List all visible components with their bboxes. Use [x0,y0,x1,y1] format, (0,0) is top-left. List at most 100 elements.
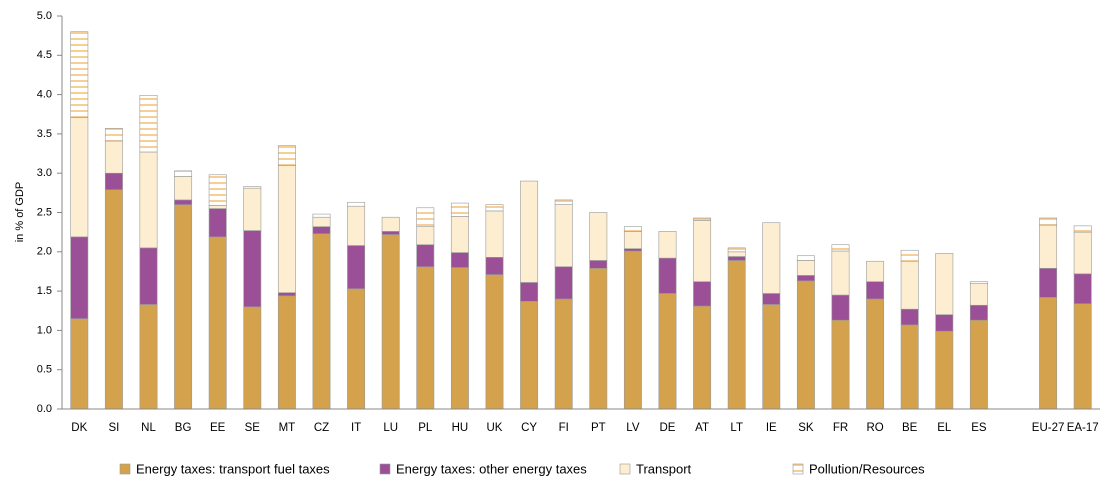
x-tick-label: IT [351,422,361,434]
bar-segment [623,226,642,232]
legend-label: Transport [636,461,692,476]
bar-segment [139,151,158,249]
bar-segment [450,267,469,410]
x-tick-label: EE [210,422,226,434]
bar-segment [589,212,608,261]
x-tick-label: MT [279,422,296,434]
bar-segment [450,216,469,253]
bar-segment [935,253,954,315]
bar-segment [1039,297,1058,410]
legend-label: Energy taxes: transport fuel taxes [136,461,330,476]
bar-segment [727,247,746,253]
bar-segment [485,257,504,275]
y-axis-label: in % of GDP [14,182,26,243]
bar-segment [208,208,227,238]
bar-segment [312,233,331,410]
bar-segment [900,260,919,310]
bar-segment [796,280,815,410]
bar-segment [900,308,919,326]
bar-segment [831,244,850,252]
legend-swatch [619,463,631,475]
y-tick-label: 5.0 [37,10,52,22]
x-tick-label: EU-27 [1032,422,1065,434]
bar-segment [900,324,919,410]
bar-segment [796,275,815,282]
bar-segment [104,189,123,410]
bar-segment [727,256,746,261]
legend-label: Energy taxes: other energy taxes [396,461,587,476]
bar-segment [312,213,331,218]
bar-segment [935,314,954,332]
y-tick-label: 1.5 [37,285,52,297]
x-tick-label: CY [521,422,537,434]
y-tick-label: 0.0 [37,403,52,415]
bar-segment [70,31,89,118]
bar-segment [520,180,539,283]
bar-segment [485,274,504,410]
x-tick-label: BE [902,422,918,434]
bar-segment [416,226,435,246]
bar-segment [1039,217,1058,226]
bar-segment [727,260,746,410]
bar-segment [831,294,850,321]
bar-segment [347,205,366,246]
bar-segment [1073,225,1092,233]
bar-segment [693,217,712,221]
bar-segment [969,319,988,410]
bar-segment [623,248,642,252]
bar-segment [796,260,815,276]
bar-segment [277,145,296,166]
x-tick-label: LV [626,422,640,434]
bar-segment [969,282,988,306]
bar-segment [1073,231,1092,275]
x-tick-label: FI [559,422,569,434]
bar-segment [623,231,642,249]
bar-segment [347,288,366,410]
y-tick-label: 2.5 [37,206,52,218]
bar-segment [139,304,158,410]
legend-swatch [119,463,131,475]
bar-segment [796,255,815,261]
bar-segment [70,236,89,319]
x-tick-label: BG [175,422,192,434]
bar-segment [554,199,573,205]
bar-segment [658,231,677,259]
bar-segment [969,304,988,321]
bar-segment [243,187,262,231]
x-tick-label: UK [487,422,503,434]
bar-segment [416,244,435,268]
bar-segment [831,319,850,410]
bar-segment [277,292,296,297]
y-tick-label: 0.5 [37,364,52,376]
bar-segment [762,293,781,305]
x-tick-label: LU [383,422,398,434]
bar-segment [762,304,781,410]
x-tick-label: AT [695,422,709,434]
y-tick-label: 3.5 [37,128,52,140]
bar-segment [208,205,227,209]
bar-segment [104,140,123,174]
x-tick-label: HU [452,422,469,434]
bar-segment [174,170,193,177]
bar-segment [485,210,504,258]
bar-segment [174,176,193,201]
y-tick-label: 1.0 [37,324,52,336]
x-tick-label: PL [418,422,433,434]
bar-segment [762,222,781,294]
bar-segment [831,250,850,296]
x-tick-label: SK [798,422,814,434]
bar-segment [381,231,400,235]
bar-segment [174,204,193,410]
bar-segment [935,330,954,410]
bar-segment [174,199,193,205]
bar-segment [104,172,123,191]
x-tick-label: FR [833,422,848,434]
x-tick-label: EA-17 [1067,422,1099,434]
bar-segment [104,128,123,142]
x-tick-label: SE [245,422,261,434]
bar-segment [416,207,435,227]
bar-segment [243,186,262,189]
x-tick-label: DK [71,422,87,434]
legend-swatch [792,463,804,475]
